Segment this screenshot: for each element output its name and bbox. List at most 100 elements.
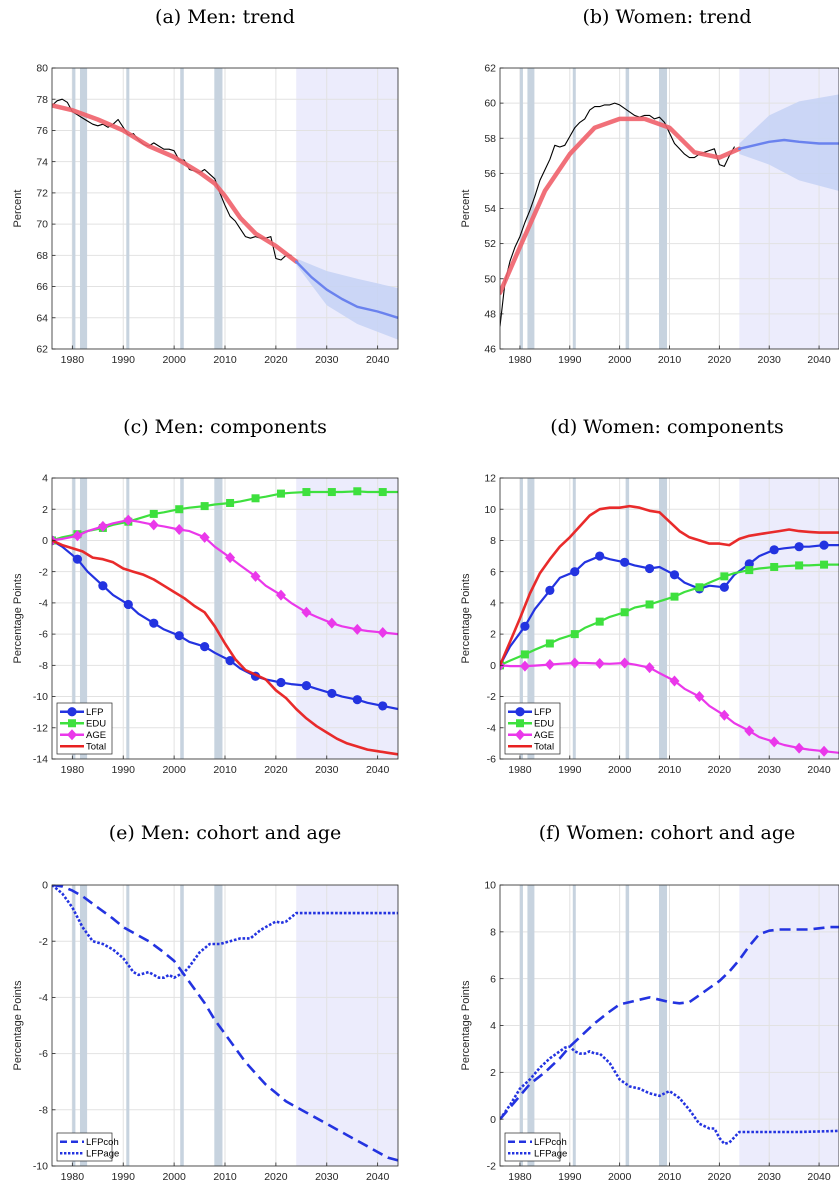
marker-age (669, 675, 680, 687)
y-tick-label: 66 (36, 281, 48, 293)
x-tick-label: 1980 (508, 764, 532, 776)
series-lfp-markers (500, 540, 829, 670)
y-tick-label: 52 (484, 238, 496, 250)
y-tick-label: 60 (484, 98, 496, 110)
x-tick-label: 2010 (658, 354, 682, 366)
recession-bar (572, 478, 576, 759)
marker-edu (251, 494, 260, 503)
y-tick-label: 54 (484, 203, 496, 215)
x-tick-label: 2030 (315, 764, 339, 776)
y-tick-label: 10 (484, 880, 496, 892)
y-tick-label: -12 (33, 722, 48, 734)
legend-label-lfpage: LFPage (86, 1149, 119, 1160)
marker-edu (520, 650, 529, 659)
y-tick-label: 78 (36, 94, 48, 106)
marker-lfp (520, 621, 530, 631)
x-tick-label: 2030 (315, 1171, 339, 1182)
y-tick-label: 4 (490, 1020, 496, 1032)
x-tick-label: 2000 (608, 764, 632, 776)
y-tick-label: -2 (39, 566, 48, 578)
marker-edu (695, 583, 704, 592)
x-tick-label: 2020 (708, 764, 732, 776)
x-tick-label: 2020 (264, 764, 288, 776)
marker-lfp (719, 582, 729, 592)
series-trend-line (52, 103, 299, 264)
marker-age (769, 736, 780, 748)
y-tick-label: 6 (490, 566, 496, 578)
y-tick-label: 0 (42, 880, 48, 892)
recession-bar (572, 68, 576, 349)
series-age-line (500, 661, 839, 754)
series-lfp-line (52, 539, 398, 711)
legend-marker-lfp (515, 707, 525, 717)
marker-lfp (149, 618, 159, 628)
marker-edu (378, 488, 387, 497)
y-axis-label: Percent (460, 190, 472, 228)
y-tick-label: -2 (487, 691, 496, 703)
panel-title: (a) Men: trend (155, 6, 295, 28)
x-tick-label: 1990 (558, 1171, 582, 1182)
projection-band (739, 94, 839, 191)
x-tick-label: 2040 (807, 354, 831, 366)
marker-lfp (545, 585, 555, 596)
legend-marker-age (67, 729, 77, 741)
marker-lfp (819, 540, 829, 550)
x-tick-label: 2040 (366, 1171, 390, 1182)
marker-lfp (123, 599, 133, 610)
series-age-line (52, 519, 398, 636)
x-tick-label: 2010 (213, 1171, 237, 1182)
x-tick-label: 2040 (366, 354, 390, 366)
recession-bar (659, 68, 668, 349)
recession-bar (79, 478, 88, 759)
y-tick-label: 10 (484, 504, 496, 516)
y-tick-label: 48 (484, 308, 496, 320)
legend-label-lfpcoh: LFPcoh (86, 1137, 119, 1148)
y-axis-label: Percentage Points (460, 980, 472, 1070)
legend-box (504, 1132, 561, 1162)
recession-bar (625, 885, 630, 1166)
marker-age (148, 519, 159, 531)
recession-bar (527, 478, 535, 759)
marker-edu (276, 489, 285, 498)
y-tick-label: 76 (36, 125, 48, 137)
x-tick-label: 2040 (366, 764, 390, 776)
series-age-markers (500, 657, 830, 757)
x-tick-label: 1990 (558, 354, 582, 366)
y-tick-label: 70 (36, 219, 48, 231)
y-tick-label: 46 (484, 344, 496, 356)
marker-age (123, 514, 134, 526)
y-tick-label: -10 (33, 1161, 48, 1173)
y-tick-label: -10 (33, 691, 48, 703)
x-tick-label: 2030 (758, 764, 782, 776)
marker-lfp (570, 567, 580, 577)
x-tick-label: 2040 (807, 1171, 831, 1182)
x-tick-label: 1990 (112, 764, 136, 776)
y-tick-label: 56 (484, 168, 496, 180)
recession-bar (72, 478, 76, 759)
y-tick-label: 62 (36, 344, 48, 356)
marker-edu (200, 502, 209, 511)
marker-lfp (225, 656, 235, 666)
marker-age (744, 725, 755, 737)
marker-lfp (174, 631, 184, 641)
plot-contents (500, 885, 839, 1166)
marker-edu (570, 630, 579, 639)
plot-contents (52, 478, 398, 759)
y-tick-label: 68 (36, 250, 48, 262)
recession-bar (519, 885, 523, 1166)
plot-contents (500, 478, 839, 759)
series-lfpage-line (52, 885, 398, 979)
marker-age (72, 530, 83, 542)
marker-lfp (794, 542, 804, 552)
marker-edu (149, 509, 158, 518)
y-tick-label: 4 (42, 473, 48, 485)
marker-age (819, 745, 830, 757)
recession-bar (180, 885, 184, 1166)
panel-title: (c) Men: components (123, 416, 327, 438)
